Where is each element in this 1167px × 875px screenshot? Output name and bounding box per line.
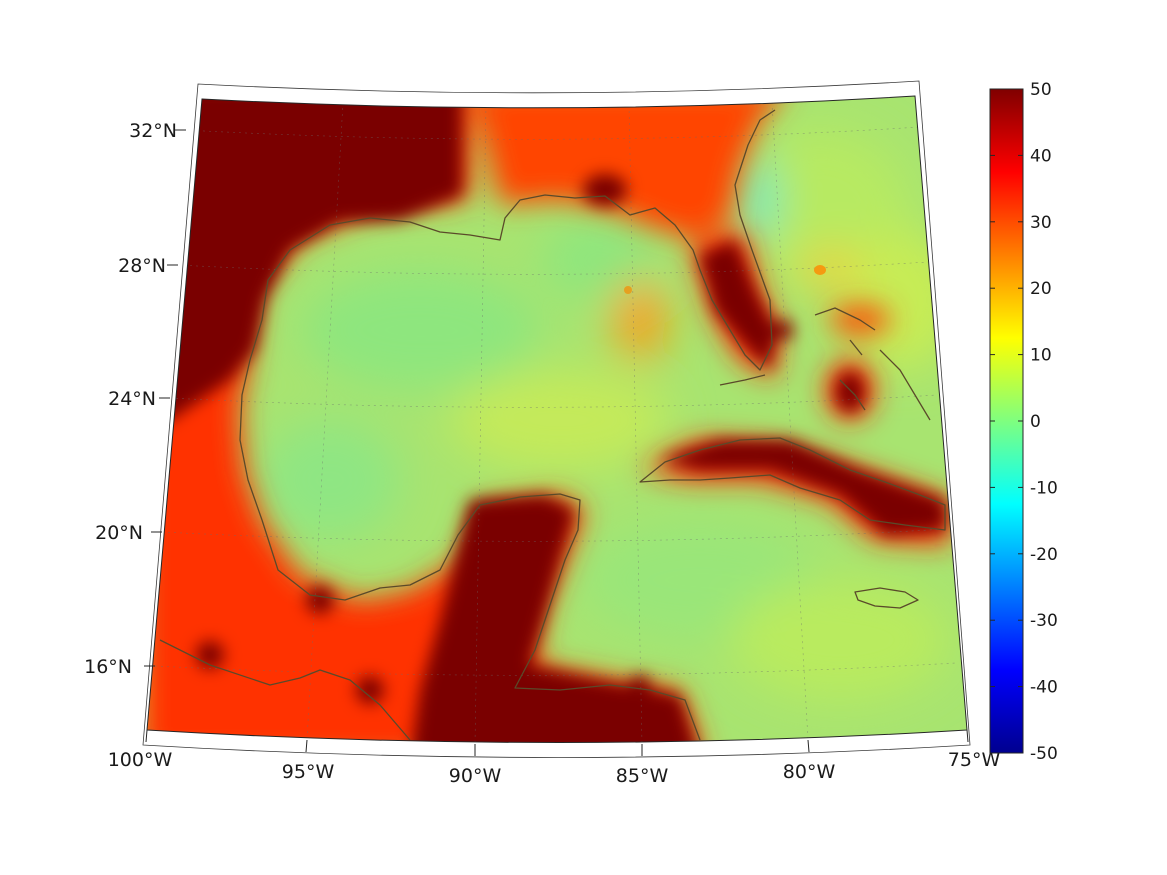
- florida-keys: [719, 374, 766, 386]
- colorbar-ticks: 50 40 30 20 10 0 -10 -20 -30 -40 -50: [990, 80, 1058, 764]
- lat-tick-labels: 32°N 28°N 24°N 20°N 16°N: [84, 120, 177, 678]
- lon-tick-labels: 100°W 95°W 90°W 85°W 80°W 75°W: [108, 749, 1001, 787]
- colorbar-tick-label: -50: [1030, 744, 1058, 764]
- small-islands: [624, 265, 826, 294]
- colorbar-tick-label: 10: [1030, 346, 1052, 366]
- map-boundary: [146, 95, 968, 743]
- map-outer-frame: [142, 80, 971, 758]
- lat-label: 28°N: [118, 255, 166, 277]
- colorbar-gradient: [989, 88, 1024, 754]
- graticule: [154, 101, 957, 743]
- colorbar-tick-label: 40: [1030, 146, 1052, 166]
- jamaica-coastline: [854, 587, 919, 609]
- lat-tick-marks: [144, 129, 186, 667]
- gulf-coastline: [159, 639, 411, 741]
- colorbar-tick-label: -40: [1030, 678, 1058, 698]
- yucatan-coastline: [261, 493, 701, 741]
- gulf-coastline-mexico: [239, 109, 776, 521]
- colorbar-tick-label: 0: [1030, 412, 1041, 432]
- bahamas-coastline: [814, 307, 931, 421]
- colorbar-tick-label: 50: [1030, 80, 1052, 100]
- lat-label: 32°N: [129, 120, 177, 142]
- lon-label: 100°W: [108, 749, 173, 771]
- colorbar-tick-label: 30: [1030, 213, 1052, 233]
- lat-label: 24°N: [108, 388, 156, 410]
- land-max: [147, 96, 945, 743]
- map-panel: [147, 96, 967, 743]
- lon-label: 95°W: [282, 761, 335, 783]
- lon-label: 75°W: [948, 749, 1001, 771]
- coastlines: [159, 109, 946, 741]
- cuba-coastline: [639, 437, 946, 531]
- colorbar-tick-label: -10: [1030, 478, 1058, 498]
- lon-label: 90°W: [449, 765, 502, 787]
- lon-label: 80°W: [783, 761, 836, 783]
- lon-label: 85°W: [616, 765, 669, 787]
- colorbar-tick-label: 20: [1030, 279, 1052, 299]
- lon-tick-marks: [145, 729, 969, 756]
- lat-label: 20°N: [95, 522, 143, 544]
- colorbar: 50 40 30 20 10 0 -10 -20 -30 -40 -50: [989, 80, 1058, 764]
- colorbar-tick-label: -30: [1030, 611, 1058, 631]
- lat-label: 16°N: [84, 656, 132, 678]
- colorbar-tick-label: -20: [1030, 545, 1058, 565]
